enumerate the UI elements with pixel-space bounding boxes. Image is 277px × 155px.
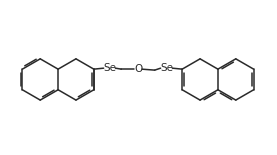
Text: Se: Se bbox=[160, 63, 173, 73]
Text: Se: Se bbox=[103, 63, 116, 73]
Text: O: O bbox=[134, 64, 142, 74]
